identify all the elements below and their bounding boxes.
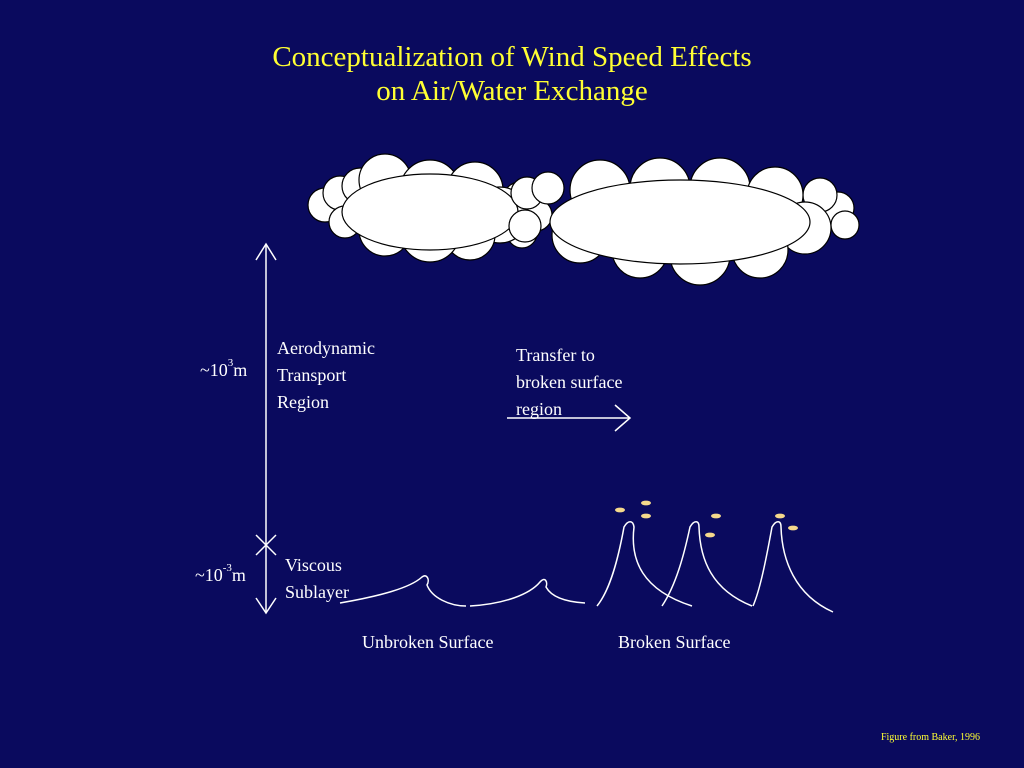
scale-upper-prefix: ~10 <box>200 360 228 380</box>
droplet <box>711 513 721 519</box>
droplet <box>641 500 651 506</box>
scale-arrow <box>255 242 277 615</box>
title-line-1: Conceptualization of Wind Speed Effects <box>272 41 752 73</box>
cloud-right <box>508 157 860 286</box>
aero-line-3: Region <box>277 392 329 412</box>
unbroken-surface-waves <box>339 575 586 607</box>
transfer-line-3: region <box>516 399 562 419</box>
droplet <box>788 525 798 531</box>
scale-upper-exponent: 3 <box>227 357 234 369</box>
figure-credit: Figure from Baker, 1996 <box>880 732 980 743</box>
transfer-line-2: broken surface <box>516 372 623 392</box>
cloud-left <box>307 153 553 263</box>
scale-upper-unit: m <box>233 360 248 380</box>
scale-lower-unit: m <box>231 565 246 585</box>
droplet <box>615 507 625 513</box>
slide-title: Conceptualization of Wind Speed Effects … <box>0 40 1024 108</box>
scale-lower-prefix: ~10 <box>195 565 223 585</box>
transfer-arrow <box>507 404 632 432</box>
aero-line-1: Aerodynamic <box>277 338 375 358</box>
viscous-line-1: Viscous <box>285 555 342 575</box>
droplet <box>775 513 785 519</box>
viscous-sublayer-label: Viscous Sublayer <box>285 552 349 606</box>
spray-droplets <box>615 500 798 538</box>
transfer-label: Transfer to broken surface region <box>516 342 622 423</box>
transfer-line-1: Transfer to <box>516 345 595 365</box>
scale-upper: ~103m <box>200 357 248 381</box>
title-line-2: on Air/Water Exchange <box>376 75 648 107</box>
aero-line-2: Transport <box>277 365 347 385</box>
scale-lower-exponent: -3 <box>222 562 232 574</box>
broken-surface-waves <box>596 521 834 613</box>
aerodynamic-region-label: Aerodynamic Transport Region <box>277 335 375 416</box>
unbroken-surface-caption: Unbroken Surface <box>362 632 494 652</box>
droplet <box>641 513 651 519</box>
scale-lower: ~10-3m <box>195 562 246 586</box>
droplet <box>705 532 715 538</box>
broken-surface-caption: Broken Surface <box>618 632 731 652</box>
viscous-line-2: Sublayer <box>285 582 349 602</box>
